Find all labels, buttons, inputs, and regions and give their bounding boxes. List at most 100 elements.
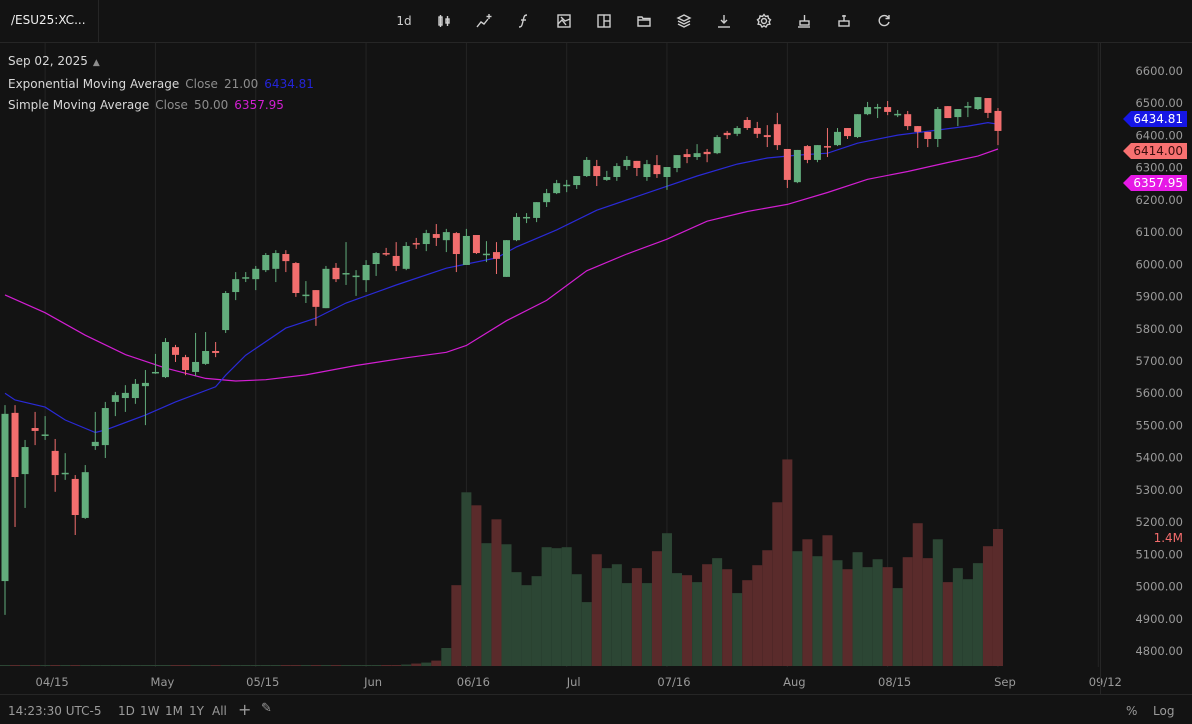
candle-body <box>362 264 370 281</box>
folder-icon[interactable] <box>624 5 664 37</box>
volume-bar <box>10 665 21 666</box>
log-toggle[interactable]: Log <box>1153 704 1175 718</box>
pencil-icon[interactable]: ✎ <box>261 701 272 716</box>
volume-bar <box>601 568 612 666</box>
range-all[interactable]: All <box>212 704 227 718</box>
volume-bar <box>310 665 321 666</box>
x-tick-label: 05/15 <box>246 675 279 689</box>
gear-icon[interactable] <box>744 5 784 37</box>
volume-bar <box>300 665 311 666</box>
layers-icon[interactable] <box>664 5 704 37</box>
volume-bar <box>381 665 392 666</box>
indicators-icon[interactable] <box>464 5 504 37</box>
candle-body <box>212 351 220 353</box>
stamp-alt-icon[interactable] <box>824 5 864 37</box>
candle-body <box>593 166 601 177</box>
volume-bar <box>391 665 402 666</box>
chevron-up-icon[interactable]: ▲ <box>92 58 100 68</box>
plus-icon[interactable]: + <box>238 700 252 719</box>
candle-style-icon[interactable] <box>424 5 464 37</box>
layout-icon[interactable] <box>584 5 624 37</box>
volume-bar <box>762 550 773 666</box>
volume-bar <box>581 602 592 666</box>
interval-button[interactable]: 1d <box>396 14 412 28</box>
volume-bar <box>120 665 131 666</box>
volume-bar <box>451 585 462 666</box>
candle-body <box>472 235 480 254</box>
candle-body <box>673 155 681 168</box>
x-tick-label: Sep <box>994 675 1016 689</box>
volume-bar <box>110 665 121 666</box>
volume-bar <box>280 665 291 666</box>
candle-body <box>342 273 350 275</box>
candle-body <box>91 441 99 447</box>
candle-body <box>422 233 430 245</box>
candle-body <box>462 235 470 265</box>
volume-bar <box>250 665 261 666</box>
download-icon[interactable] <box>704 5 744 37</box>
volume-bar <box>722 569 733 666</box>
volume-bar <box>842 569 853 666</box>
image-icon[interactable] <box>544 5 584 37</box>
ema-length: 21.00 <box>223 77 259 91</box>
candle-body <box>101 408 109 446</box>
function-icon[interactable] <box>504 5 544 37</box>
volume-bar <box>290 665 301 666</box>
volume-bar <box>561 547 572 666</box>
x-tick-label: 08/15 <box>878 675 911 689</box>
candle-body <box>954 109 962 118</box>
volume-bar <box>190 665 201 666</box>
bottom-bar: 14:23:30 UTC-5 1D 1W 1M 1Y All + ✎ % Log <box>0 695 1192 724</box>
range-1w[interactable]: 1W <box>140 704 160 718</box>
last-price-tag: 6414.00 <box>1123 143 1187 159</box>
volume-bar <box>80 665 91 666</box>
candle-body <box>553 183 561 194</box>
y-tick-label: 6400.00 <box>1135 128 1183 142</box>
candle-body <box>523 216 531 219</box>
stamp-icon[interactable] <box>784 5 824 37</box>
volume-bar <box>180 665 191 666</box>
volume-bar <box>30 665 41 666</box>
volume-bar <box>752 565 763 666</box>
volume-bar <box>361 665 372 666</box>
range-1m[interactable]: 1M <box>165 704 183 718</box>
volume-bar <box>0 665 10 666</box>
ema-line <box>4 121 999 434</box>
range-1y[interactable]: 1Y <box>189 704 204 718</box>
volume-bar <box>140 665 151 666</box>
volume-bar <box>922 558 933 666</box>
candle-body <box>854 114 862 138</box>
percent-toggle[interactable]: % <box>1126 704 1138 718</box>
volume-bar <box>792 551 803 666</box>
range-1d[interactable]: 1D <box>118 704 135 718</box>
volume-bar <box>892 588 903 666</box>
symbol-selector[interactable]: /ESU25:XC... <box>0 0 99 42</box>
x-tick-label: Jul <box>566 675 581 689</box>
candle-body <box>874 107 882 109</box>
volume-bar <box>782 459 793 666</box>
volume-bar <box>672 573 683 666</box>
volume-bar <box>220 665 231 666</box>
volume-bar <box>682 575 693 666</box>
volume-bar <box>90 665 101 666</box>
candle-body <box>934 109 942 139</box>
volume-bar <box>40 665 51 666</box>
candle-body <box>272 253 280 269</box>
ema-price-tag: 6434.81 <box>1123 111 1187 127</box>
candle-body <box>813 145 821 160</box>
legend-sma-row[interactable]: Simple Moving Average Close 50.00 6357.95 <box>8 95 314 116</box>
volume-bar <box>822 535 833 666</box>
candle-body <box>533 202 541 218</box>
candle-body <box>51 450 59 476</box>
y-tick-label: 5700.00 <box>1135 354 1183 368</box>
legend-date-row[interactable]: Sep 02, 2025 ▲ <box>8 51 314 74</box>
y-tick-label: 6000.00 <box>1135 257 1183 271</box>
candle-body <box>974 97 982 110</box>
candle-body <box>964 106 972 108</box>
y-tick-label: 5000.00 <box>1135 580 1183 594</box>
chart-legend: Sep 02, 2025 ▲ Exponential Moving Average… <box>8 51 314 116</box>
sma-length: 50.00 <box>193 98 229 112</box>
legend-ema-row[interactable]: Exponential Moving Average Close 21.00 6434… <box>8 74 314 95</box>
refresh-icon[interactable] <box>864 5 904 37</box>
